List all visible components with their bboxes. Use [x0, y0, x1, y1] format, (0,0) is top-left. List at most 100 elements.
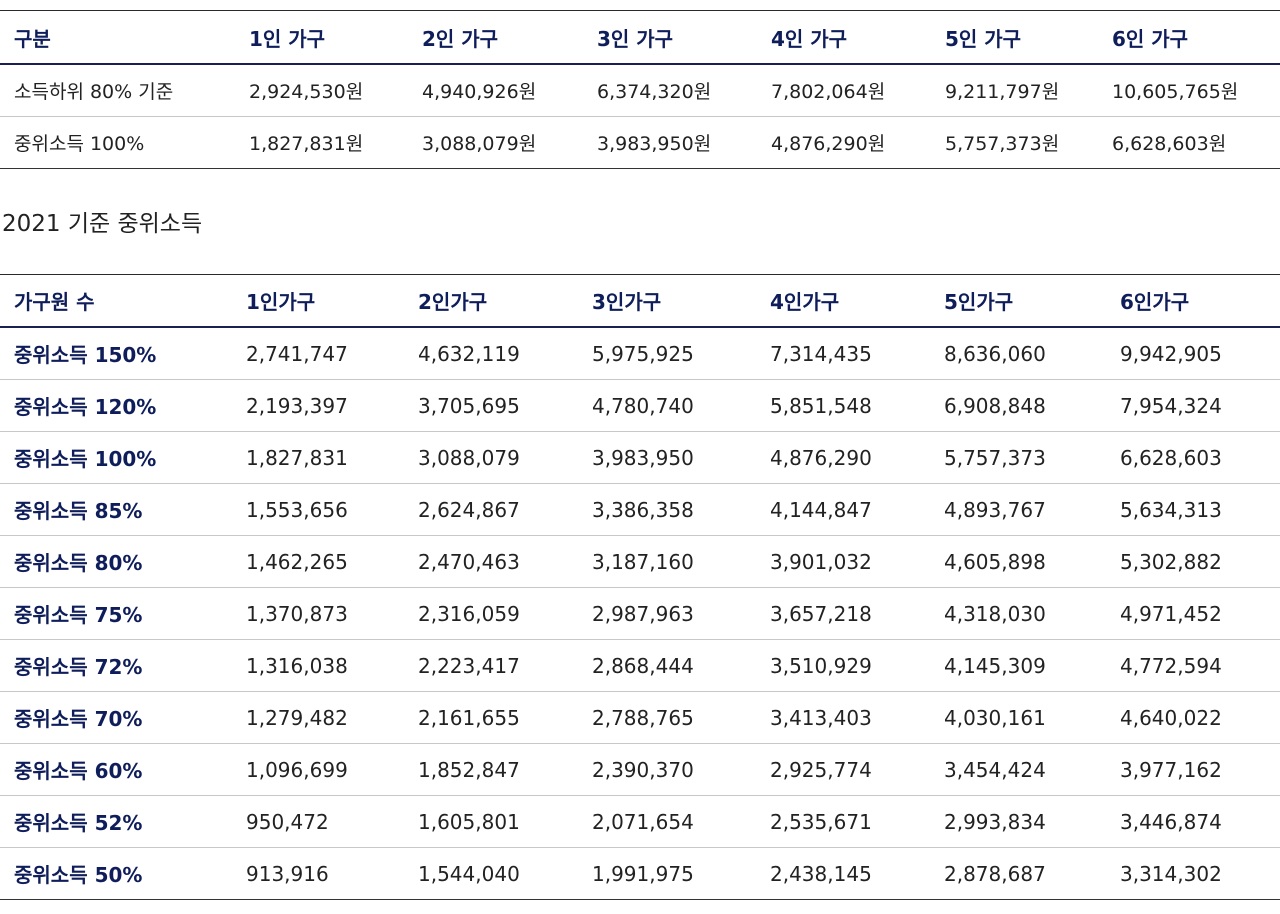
table-cell: 5,302,882 — [1106, 535, 1280, 588]
table-cell: 2,316,059 — [404, 587, 578, 640]
table-cell: 6,628,603원 — [1098, 116, 1280, 169]
table-cell: 2,071,654 — [578, 795, 756, 848]
table-row: 중위소득 60% 1,096,699 1,852,847 2,390,370 2… — [0, 743, 1280, 796]
row-label: 중위소득 70% — [0, 691, 232, 744]
row-label: 중위소득 85% — [0, 483, 232, 536]
column-header-1-person: 1인 가구 — [235, 10, 408, 65]
table-cell: 7,954,324 — [1106, 379, 1280, 432]
table-cell: 3,187,160 — [578, 535, 756, 588]
table-cell: 4,318,030 — [930, 587, 1106, 640]
table-cell: 3,977,162 — [1106, 743, 1280, 796]
table-cell: 2,741,747 — [246, 341, 348, 366]
table-cell: 7,802,064원 — [771, 81, 886, 103]
table-cell: 5,975,925 — [592, 341, 694, 366]
column-header-2-person: 2인가구 — [404, 274, 578, 328]
row-label: 중위소득 80% — [0, 535, 232, 588]
median-income-table: 가구원 수 1인가구 2인가구 3인가구 4인가구 5인가구 6인가구 중위소득… — [0, 274, 1280, 900]
table-cell: 2,390,370 — [578, 743, 756, 796]
table-cell: 2,193,397 — [232, 379, 404, 432]
column-header-4-person: 4인가구 — [756, 274, 930, 328]
column-header-5-person: 5인 가구 — [931, 10, 1098, 65]
table-cell: 3,088,079원 — [408, 116, 583, 169]
table-cell: 2,924,530원 — [249, 81, 364, 103]
table-cell: 4,030,161 — [930, 691, 1106, 744]
table-cell: 3,901,032 — [756, 535, 930, 588]
row-label: 소득하위 80% 기준 — [14, 81, 174, 103]
table-cell: 10,605,765원 — [1112, 81, 1239, 103]
table-row: 중위소득 100% 1,827,831 3,088,079 3,983,950 … — [0, 431, 1280, 484]
row-label: 중위소득 72% — [0, 639, 232, 692]
table-cell: 2,868,444 — [578, 639, 756, 692]
table-row: 중위소득 120% 2,193,397 3,705,695 4,780,740 … — [0, 379, 1280, 432]
table-cell: 2,535,671 — [756, 795, 930, 848]
table-cell: 1,827,831원 — [235, 116, 408, 169]
table-cell: 1,370,873 — [232, 587, 404, 640]
column-header-1-person: 1인가구 — [232, 274, 404, 328]
table-row: 중위소득 70% 1,279,482 2,161,655 2,788,765 3… — [0, 691, 1280, 744]
row-label: 중위소득 100% — [0, 431, 232, 484]
table-row: 중위소득 100% 1,827,831원 3,088,079원 3,983,95… — [0, 116, 1280, 169]
table-cell: 950,472 — [232, 795, 404, 848]
table-row: 소득하위 80% 기준 2,924,530원 4,940,926원 6,374,… — [0, 64, 1280, 117]
table-cell: 6,628,603 — [1106, 431, 1280, 484]
table-cell: 7,314,435 — [770, 341, 872, 366]
table-header-row: 가구원 수 1인가구 2인가구 3인가구 4인가구 5인가구 6인가구 — [0, 274, 1280, 328]
table-cell: 3,386,358 — [578, 483, 756, 536]
table-header-row: 구분 1인 가구 2인 가구 3인 가구 4인 가구 5인 가구 6인 가구 — [0, 10, 1280, 65]
table-row: 중위소득 150% 2,741,747 4,632,119 5,975,925 … — [0, 327, 1280, 380]
table-cell: 2,624,867 — [404, 483, 578, 536]
table-cell: 2,993,834 — [930, 795, 1106, 848]
row-label: 중위소득 150% — [14, 343, 157, 367]
table-cell: 1,279,482 — [232, 691, 404, 744]
column-header-category: 구분 — [0, 10, 235, 65]
table-cell: 1,553,656 — [232, 483, 404, 536]
median-income-table-body: 중위소득 150% 2,741,747 4,632,119 5,975,925 … — [0, 327, 1280, 900]
table-cell: 8,636,060 — [944, 341, 1046, 366]
table-cell: 2,925,774 — [756, 743, 930, 796]
table-cell: 3,983,950 — [578, 431, 756, 484]
table-cell: 1,605,801 — [404, 795, 578, 848]
table-cell: 1,852,847 — [404, 743, 578, 796]
table-row: 중위소득 75% 1,370,873 2,316,059 2,987,963 3… — [0, 587, 1280, 640]
table-cell: 9,211,797원 — [945, 81, 1060, 103]
table-cell: 9,942,905 — [1120, 341, 1222, 366]
table-cell: 4,780,740 — [578, 379, 756, 432]
row-label: 중위소득 52% — [0, 795, 232, 848]
table-cell: 3,088,079 — [404, 431, 578, 484]
table-cell: 4,971,452 — [1106, 587, 1280, 640]
table-row: 중위소득 50% 913,916 1,544,040 1,991,975 2,4… — [0, 847, 1280, 900]
table-cell: 4,144,847 — [756, 483, 930, 536]
table-cell: 4,893,767 — [930, 483, 1106, 536]
table-cell: 3,983,950원 — [583, 116, 757, 169]
table-cell: 5,757,373원 — [931, 116, 1098, 169]
table-cell: 2,223,417 — [404, 639, 578, 692]
table-row: 중위소득 52% 950,472 1,605,801 2,071,654 2,5… — [0, 795, 1280, 848]
column-header-3-person: 3인 가구 — [583, 10, 757, 65]
table-cell: 5,634,313 — [1106, 483, 1280, 536]
table-cell: 4,876,290 — [756, 431, 930, 484]
table-cell: 2,161,655 — [404, 691, 578, 744]
row-label: 중위소득 75% — [0, 587, 232, 640]
table-cell: 3,510,929 — [756, 639, 930, 692]
table-cell: 2,788,765 — [578, 691, 756, 744]
column-header-3-person: 3인가구 — [578, 274, 756, 328]
table-cell: 1,991,975 — [578, 847, 756, 900]
table-cell: 3,705,695 — [404, 379, 578, 432]
table-cell: 3,454,424 — [930, 743, 1106, 796]
column-header-5-person: 5인가구 — [930, 274, 1106, 328]
table-cell: 5,851,548 — [756, 379, 930, 432]
row-label: 중위소득 60% — [0, 743, 232, 796]
row-label: 중위소득 50% — [0, 847, 232, 900]
column-header-6-person: 6인 가구 — [1098, 10, 1280, 65]
table-cell: 2,987,963 — [578, 587, 756, 640]
table-cell: 2,470,463 — [404, 535, 578, 588]
income-threshold-table: 구분 1인 가구 2인 가구 3인 가구 4인 가구 5인 가구 6인 가구 소… — [0, 10, 1280, 169]
table-cell: 4,640,022 — [1106, 691, 1280, 744]
table-cell: 3,413,403 — [756, 691, 930, 744]
table-row: 중위소득 85% 1,553,656 2,624,867 3,386,358 4… — [0, 483, 1280, 536]
table-cell: 4,772,594 — [1106, 639, 1280, 692]
table-cell: 6,908,848 — [930, 379, 1106, 432]
table-cell: 6,374,320원 — [597, 81, 712, 103]
table-cell: 3,657,218 — [756, 587, 930, 640]
table-row: 중위소득 72% 1,316,038 2,223,417 2,868,444 3… — [0, 639, 1280, 692]
